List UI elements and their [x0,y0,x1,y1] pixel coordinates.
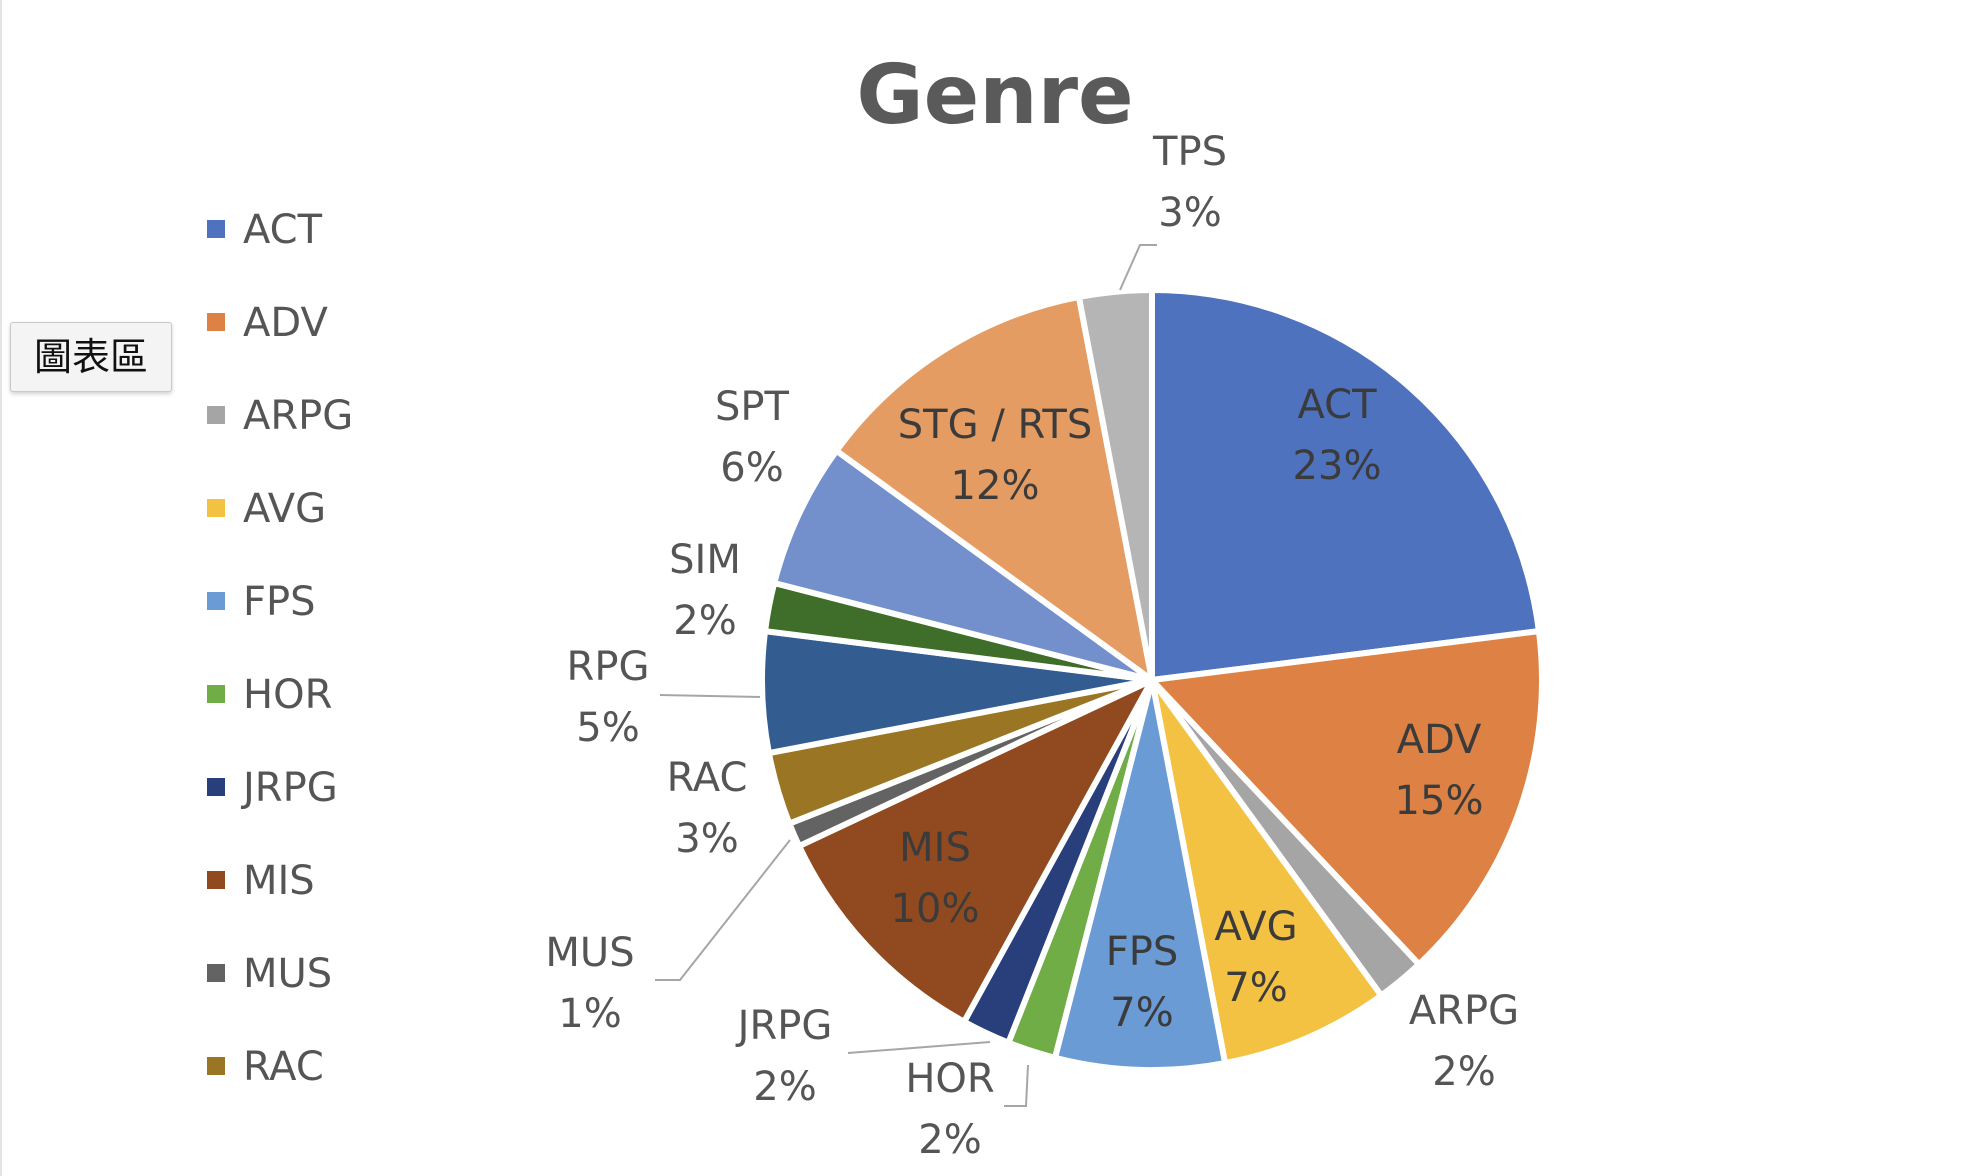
legend-entry-hor[interactable]: HOR [243,672,332,718]
chart-area-tooltip: 圖表區 [10,322,172,392]
slice-fps[interactable] [1052,677,1229,1073]
legend-entry-act[interactable]: ACT [243,207,323,253]
legend-entry-adv[interactable]: ADV [243,300,328,346]
data-label-percent-rac: 3% [675,816,738,862]
slice-stg-rts[interactable] [833,293,1155,683]
slice-adv[interactable] [1149,628,1545,968]
data-label-percent-tps: 3% [1158,190,1221,236]
leader-line-hor [1004,1064,1029,1107]
legend-entry-rac[interactable]: RAC [243,1044,324,1090]
legend-entry-fps[interactable]: FPS [243,579,316,625]
leader-line-jrpg [847,1041,991,1054]
data-label-category-arpg: ARPG [1409,988,1519,1034]
legend-entry-avg[interactable]: AVG [243,486,326,532]
slice-mis[interactable] [796,677,1155,1025]
data-label-percent-spt: 6% [720,445,783,491]
legend-swatch-mus [207,964,225,982]
data-label-category-avg: AVG [1214,904,1297,950]
data-label-category-adv: ADV [1397,717,1482,763]
data-label-category-hor: HOR [905,1056,994,1102]
data-label-category-sim: SIM [669,537,741,583]
legend-entry-mus[interactable]: MUS [243,951,332,997]
legend-swatch-act [207,220,225,238]
legend-entry-mis[interactable]: MIS [243,858,315,904]
slice-act[interactable] [1149,287,1542,683]
chart-title: Genre [856,48,1133,143]
data-label-category-fps: FPS [1106,929,1179,975]
legend-swatch-rac [207,1057,225,1075]
data-label-category-spt: SPT [715,384,790,430]
data-label-percent-fps: 7% [1110,990,1173,1036]
pie-slices[interactable] [759,287,1545,1073]
leader-lines [655,244,1157,1107]
legend-swatch-avg [207,499,225,517]
legend-swatch-adv [207,313,225,331]
data-label-percent-avg: 7% [1224,965,1287,1011]
data-label-percent-act: 23% [1293,443,1382,489]
data-label-percent-mis: 10% [891,886,980,932]
data-label-percent-stg-rts: 12% [951,463,1040,509]
legend-swatch-jrpg [207,778,225,796]
data-label-percent-adv: 15% [1395,778,1484,824]
legend-entry-jrpg[interactable]: JRPG [240,765,338,811]
slice-tps[interactable] [1075,287,1155,683]
data-label-percent-mus: 1% [558,991,621,1037]
data-label-category-tps: TPS [1152,129,1227,175]
data-label-category-mis: MIS [899,825,971,871]
data-label-category-act: ACT [1297,382,1377,428]
legend-entry-arpg[interactable]: ARPG [243,393,353,439]
data-label-percent-arpg: 2% [1432,1049,1495,1095]
leader-line-rpg [659,694,761,698]
data-label-category-rpg: RPG [567,644,650,690]
data-label-category-stg-rts: STG / RTS [898,402,1092,448]
data-label-category-jrpg: JRPG [735,1003,833,1049]
data-label-category-mus: MUS [545,930,634,976]
leader-line-mus [655,839,791,981]
data-label-percent-rpg: 5% [576,705,639,751]
legend-swatch-hor [207,685,225,703]
legend-swatch-mis [207,871,225,889]
data-label-percent-hor: 2% [918,1117,981,1163]
data-label-percent-jrpg: 2% [753,1064,816,1110]
leader-line-tps [1119,244,1157,291]
window-left-border [0,0,2,1176]
legend-swatch-fps [207,592,225,610]
data-label-category-rac: RAC [667,755,748,801]
legend-swatch-arpg [207,406,225,424]
legend[interactable]: ACT ADV ARPG AVG FPS HOR JRPG MIS MUS RAC [207,207,353,1090]
data-label-percent-sim: 2% [673,598,736,644]
data-labels: ACT 23% ADV 15% ARPG 2% AVG 7% FPS 7% HOR 2% JRPG 2% M… [545,129,1519,1163]
